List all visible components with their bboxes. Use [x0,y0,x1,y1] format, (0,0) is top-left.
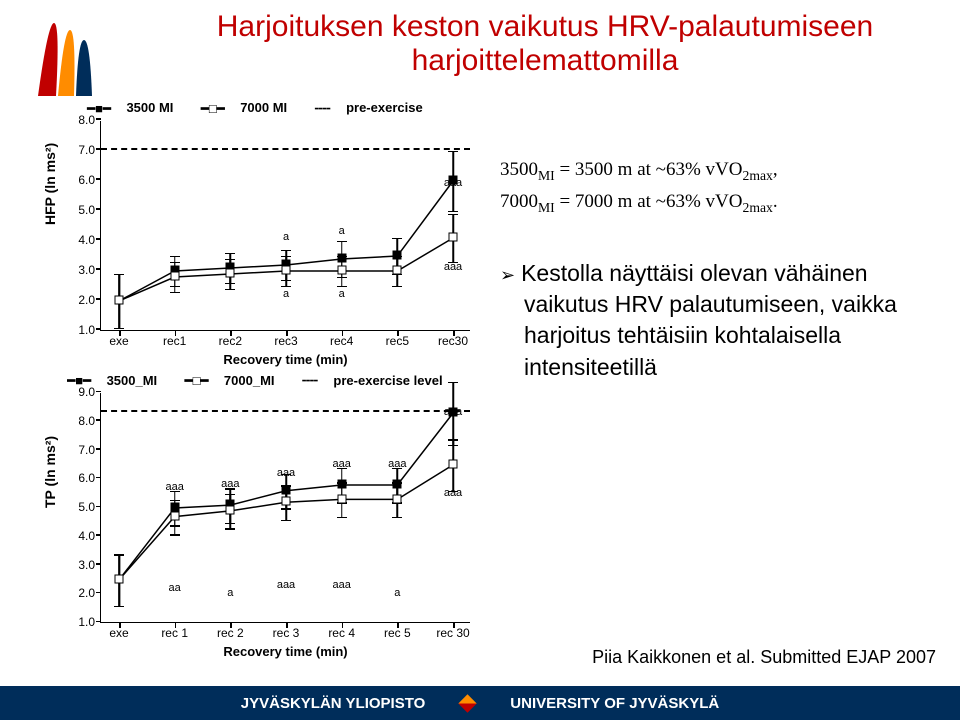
slide-title: Harjoituksen keston vaikutus HRV-palautu… [160,10,930,78]
charts-column: ━■━ 3500 MI ━□━ 7000 MI ╌╌ pre-exercise … [40,100,470,639]
tp-plot-area: 1.02.03.04.05.06.07.08.09.0exerec 1rec 2… [100,393,470,623]
footer-right: UNIVERSITY OF JYVÄSKYLÄ [510,695,719,712]
formula-line-2: 7000MI = 7000 m at ~63% vVO2max. [500,187,935,219]
hfp-legend: ━■━ 3500 MI ━□━ 7000 MI ╌╌ pre-exercise [40,100,470,117]
tp-legend: ━■━ 3500_MI ━□━ 7000_MI ╌╌ pre-exercise … [40,373,470,390]
citation: Piia Kaikkonen et al. Submitted EJAP 200… [592,647,936,668]
tp-ylabel: TP (ln ms²) [42,488,58,508]
footer-diamond-icon [459,694,477,712]
condition-definitions: 3500MI = 3500 m at ~63% vVO2max, 7000MI … [500,155,935,218]
hfp-chart: ━■━ 3500 MI ━□━ 7000 MI ╌╌ pre-exercise … [40,100,470,331]
formula-line-1: 3500MI = 3500 m at ~63% vVO2max, [500,155,935,187]
hfp-plot-area: 1.02.03.04.05.06.07.08.0exerec1rec2rec3r… [100,121,470,331]
footer-left: JYVÄSKYLÄN YLIOPISTO [241,695,426,712]
key-finding-bullet: ➢Kestolla näyttäisi olevan vähäinen vaik… [500,258,935,382]
tp-chart: ━■━ 3500_MI ━□━ 7000_MI ╌╌ pre-exercise … [40,373,470,624]
footer-bar: JYVÄSKYLÄN YLIOPISTO UNIVERSITY OF JYVÄS… [0,686,960,720]
university-logo [34,18,96,100]
text-column: 3500MI = 3500 m at ~63% vVO2max, 7000MI … [500,155,935,383]
hfp-ylabel: HFP (ln ms²) [42,205,58,225]
